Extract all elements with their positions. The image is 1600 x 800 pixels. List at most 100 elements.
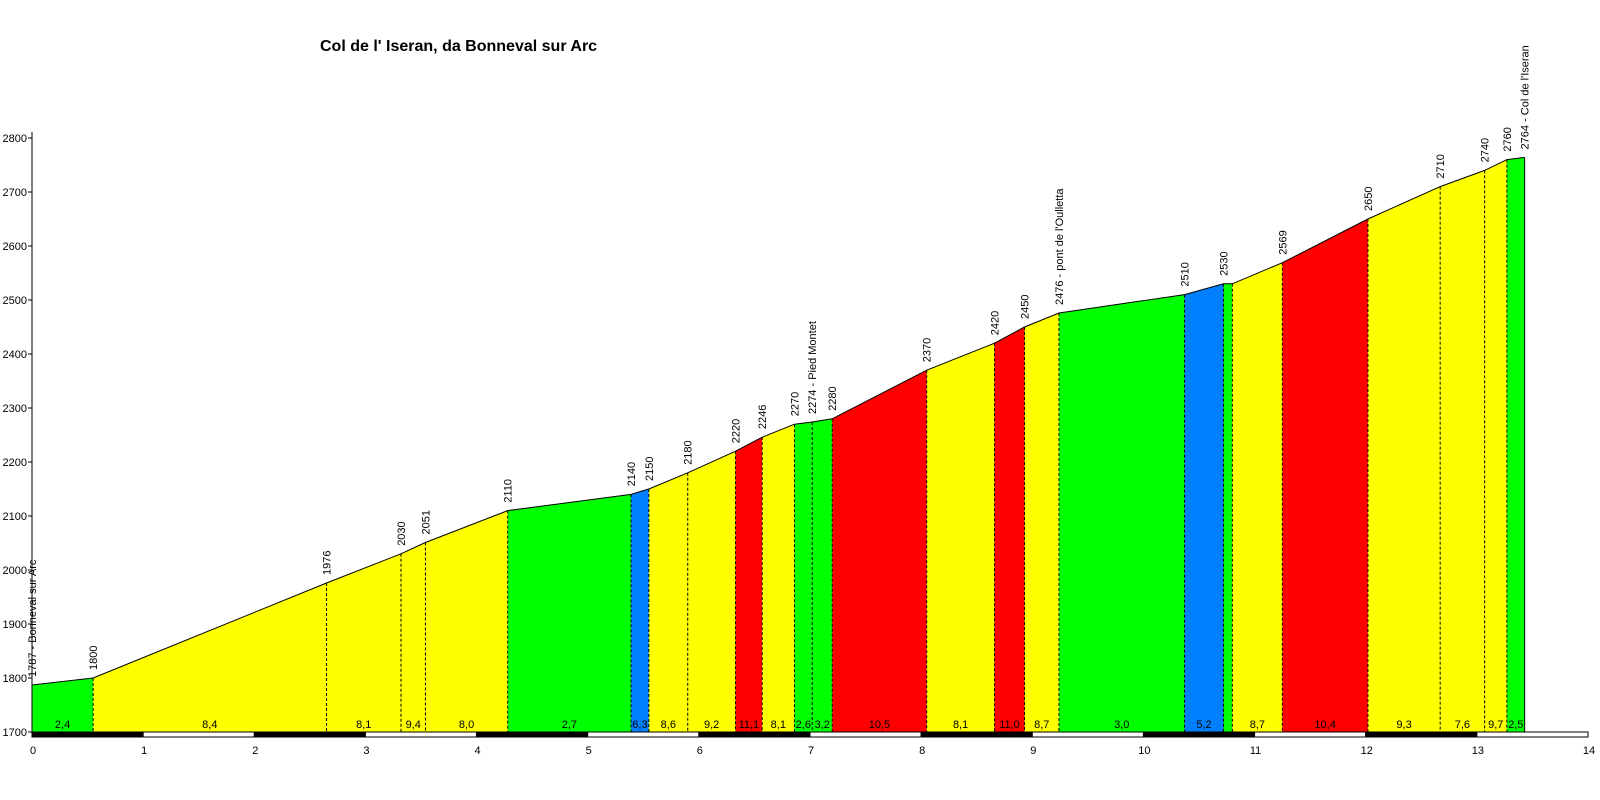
x-scale-block-2 [253,731,366,738]
x-tick-label-7: 7 [808,745,814,757]
gradient-label-1: 2,4 [55,719,70,731]
segment-20 [1223,283,1233,732]
x-scale-block-1 [142,731,255,738]
x-tick-label-6: 6 [697,745,703,757]
x-tick-label-2: 2 [252,745,258,757]
point-label-3: 2030 [396,521,408,545]
y-tick-label-2800: 2800 [3,133,27,145]
gradient-label-8: 8,6 [661,719,676,731]
point-label-16: 2450 [1020,295,1032,319]
gradient-label-2: 8,4 [202,719,217,731]
gradient-label-6: 2,7 [562,719,577,731]
x-tick-label-0: 0 [30,745,36,757]
segment-23 [1367,186,1441,733]
gradient-label-5: 8,0 [459,719,474,731]
x-tick-label-10: 10 [1138,745,1150,757]
gradient-label-25: 9,7 [1488,719,1503,731]
x-tick-label-11: 11 [1250,745,1261,757]
point-label-24: 2740 [1480,138,1492,162]
gradient-label-18: 3,0 [1114,719,1129,731]
y-tick-label-1700: 1700 [3,727,27,739]
y-tick-label-2700: 2700 [3,187,27,199]
segment-19 [1184,283,1224,732]
x-tick-label-8: 8 [919,745,925,757]
segment-10 [735,437,763,732]
x-scale-block-0 [31,731,144,738]
segment-8 [648,472,688,732]
point-label-17: 2476 - pont de l'Oulletta [1054,188,1066,305]
y-tick-label-1900: 1900 [3,619,27,631]
segment-15 [926,343,995,732]
segment-6 [507,494,632,732]
x-scale-block-9 [1031,731,1144,738]
segment-13 [812,418,833,732]
segment-18 [1059,294,1185,732]
point-label-18: 2510 [1180,262,1192,286]
gradient-label-7: 6,3 [632,719,647,731]
chart-title: Col de l' Iseran, da Bonneval sur Arc [320,38,598,55]
y-tick-label-1800: 1800 [3,673,27,685]
gradient-label-9: 9,2 [704,719,719,731]
y-tick-label-2000: 2000 [3,565,27,577]
x-scale-block-11 [1254,731,1367,738]
x-tick-label-5: 5 [586,745,592,757]
gradient-label-24: 7,6 [1455,719,1470,731]
gradient-label-14: 10,5 [869,719,890,731]
gradient-label-21: 8,7 [1250,719,1265,731]
x-scale-block-8 [920,731,1033,738]
point-label-15: 2420 [989,311,1001,335]
x-tick-label-4: 4 [475,745,481,757]
segment-2 [93,583,327,732]
point-label-2: 1976 [322,550,334,574]
gradient-label-15: 8,1 [953,719,968,731]
segment-1 [32,678,94,732]
gradient-segments [32,157,1525,733]
y-tick-label-2300: 2300 [3,403,27,415]
x-scale-block-7 [809,731,922,738]
segment-25 [1484,159,1507,733]
segment-12 [794,422,813,732]
segment-24 [1440,170,1485,732]
gradient-label-19: 5,2 [1196,719,1211,731]
segment-22 [1282,219,1368,732]
segment-11 [762,424,795,732]
segment-5 [425,510,508,732]
gradient-label-13: 3,2 [815,719,830,731]
axes: 1700180019002000210022002300240025002600… [3,132,1595,757]
segment-3 [326,553,401,732]
point-label-4: 2051 [420,510,432,534]
gradient-label-17: 8,7 [1034,719,1049,731]
gradient-label-3: 8,1 [356,719,371,731]
y-tick-label-2100: 2100 [3,511,27,523]
y-tick-label-2600: 2600 [3,241,27,253]
x-scale-block-5 [587,731,700,738]
x-tick-label-13: 13 [1472,745,1484,757]
point-label-8: 2180 [683,440,695,464]
y-tick-label-2200: 2200 [3,457,27,469]
point-label-9: 2220 [731,419,743,443]
gradient-label-22: 10,4 [1314,719,1335,731]
x-scale-block-13 [1476,731,1589,738]
segment-26 [1506,157,1525,732]
x-tick-label-12: 12 [1361,745,1373,757]
point-label-1: 1800 [88,646,100,670]
point-label-22: 2650 [1363,187,1375,211]
x-tick-label-9: 9 [1030,745,1036,757]
point-label-5: 2110 [503,479,515,503]
segment-17 [1024,313,1059,732]
x-tick-label-1: 1 [141,745,147,757]
gradient-label-4: 9,4 [406,719,421,731]
segment-14 [832,370,927,732]
segment-7 [631,489,649,732]
point-label-13: 2280 [827,386,839,410]
point-label-25: 2760 [1502,127,1514,151]
point-label-19: 2530 [1218,251,1230,275]
x-scale-block-4 [476,731,589,738]
point-label-10: 2246 [757,405,769,429]
y-tick-label-2400: 2400 [3,349,27,361]
segment-21 [1232,262,1283,732]
point-labels: 1787 - Bonneval sur Arc 1800 1976 2030 2051 2… [27,45,1532,677]
point-label-7: 2150 [644,457,656,481]
gradient-labels: 2,4 8,4 8,1 9,4 8,0 2,7 6,3 8,6 9,2 11,1 8,1 2,6 3,2… [55,719,1523,731]
